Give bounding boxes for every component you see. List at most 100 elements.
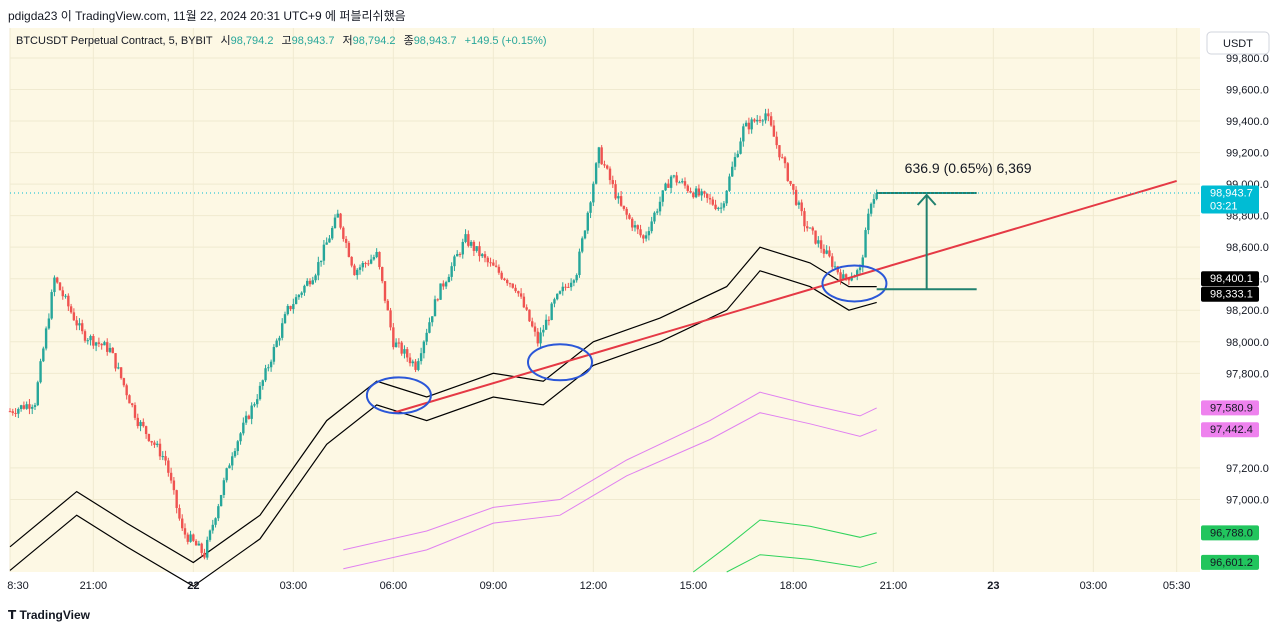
candle-body xyxy=(556,293,559,300)
candle-body xyxy=(572,280,576,283)
candle-body xyxy=(128,395,131,404)
candle-body xyxy=(28,404,31,409)
candle-body xyxy=(439,283,442,300)
candle-body xyxy=(203,552,206,558)
candle-body xyxy=(550,303,553,320)
band-violet-upper xyxy=(343,391,877,551)
candle-body xyxy=(633,225,637,228)
candle-body xyxy=(431,316,434,323)
candle-body xyxy=(447,276,451,283)
candle-body xyxy=(111,347,114,354)
candle-body xyxy=(664,183,667,191)
candle-body xyxy=(875,192,878,200)
candle-body xyxy=(122,378,126,386)
time-axis[interactable]: 8:30 21:00 22 03:00 06:00 09:00 12:00 15:00 18:0… xyxy=(7,580,1190,592)
candle-body xyxy=(294,297,298,305)
candle-body xyxy=(858,267,862,271)
plot-area[interactable] xyxy=(10,28,1200,572)
candle-body xyxy=(367,263,370,265)
price-tag-label: 98,333.1 xyxy=(1210,289,1253,301)
candle-body xyxy=(631,218,634,228)
candle-body xyxy=(844,274,848,278)
candle-body xyxy=(200,543,203,553)
candle-body xyxy=(239,433,242,442)
candle-body xyxy=(456,254,459,257)
candle-body xyxy=(722,203,726,208)
candle-body xyxy=(847,277,851,281)
candle-body xyxy=(856,270,859,276)
candle-body xyxy=(831,256,834,267)
candle-body xyxy=(211,524,214,531)
candle-body xyxy=(353,265,356,276)
candle-body xyxy=(769,116,773,126)
candle-body xyxy=(719,207,723,209)
candle-body xyxy=(539,332,542,344)
candle-body xyxy=(42,348,45,362)
candle-body xyxy=(869,203,873,214)
envelope-bands xyxy=(9,246,877,587)
candle-body xyxy=(136,417,139,427)
candle-body xyxy=(406,349,409,358)
candle-body xyxy=(750,119,753,130)
candle-body xyxy=(392,327,395,348)
candle-body xyxy=(739,141,742,154)
price-tag-bg xyxy=(1201,422,1259,438)
candle-body xyxy=(644,235,648,239)
candle-body xyxy=(861,257,864,268)
candle-body xyxy=(503,278,506,280)
y-tick-label: 98,600.0 xyxy=(1226,242,1269,254)
candle-body xyxy=(614,184,617,199)
candle-body xyxy=(103,342,106,346)
candle-body xyxy=(636,225,639,230)
candle-body xyxy=(58,282,62,291)
candle-body xyxy=(472,241,476,251)
brand-label: TradingView xyxy=(19,608,90,622)
candle-body xyxy=(8,411,12,413)
measure-arrow-head xyxy=(916,193,937,206)
candle-body xyxy=(156,443,159,445)
candle-body xyxy=(358,267,362,270)
candle-body xyxy=(253,404,256,406)
candle-body xyxy=(764,113,767,121)
candle-body xyxy=(169,472,173,481)
candle-body xyxy=(519,293,523,297)
x-tick-label: 09:00 xyxy=(480,580,508,592)
chart[interactable]: 636.9 (0.65%) 6,369 BTCUSDT Perpetual Co… xyxy=(0,28,1280,600)
candle-body xyxy=(450,266,453,277)
candle-body xyxy=(653,212,656,222)
candle-body xyxy=(667,183,670,188)
candle-body xyxy=(433,299,437,317)
candle-body xyxy=(497,266,501,273)
price-tag: 96,601.2 xyxy=(1201,554,1259,570)
candle-body xyxy=(78,323,81,326)
candle-body xyxy=(167,460,170,473)
x-tick-label: 22 xyxy=(187,580,199,592)
candle-body xyxy=(589,202,592,213)
candle-body xyxy=(578,251,581,276)
candle-body xyxy=(825,250,828,254)
candle-body xyxy=(442,283,445,287)
candle-body xyxy=(389,310,392,328)
candle-body xyxy=(275,340,278,347)
candle-body xyxy=(828,250,831,257)
y-tick-label: 98,800.0 xyxy=(1226,211,1269,223)
measure-label: 636.9 (0.65%) 6,369 xyxy=(905,160,1032,176)
candle-body xyxy=(139,421,142,427)
candle-body xyxy=(56,277,59,283)
candle-body xyxy=(611,180,614,185)
author-line: pdigda23 이 TradingView.com, 11월 22, 2024… xyxy=(8,9,406,23)
candle-body xyxy=(697,188,701,196)
candle-body xyxy=(164,456,167,461)
candle-body xyxy=(319,260,323,263)
candle-body xyxy=(481,254,484,257)
x-tick-label: 03:00 xyxy=(1080,580,1108,592)
candle-body xyxy=(394,342,398,348)
currency-button[interactable] xyxy=(1206,31,1270,55)
candle-body xyxy=(775,136,778,146)
price-tag: 98,400.1 xyxy=(1201,271,1259,287)
candle-body xyxy=(786,163,789,181)
highlight-circle xyxy=(527,343,593,382)
publish-header: pdigda23 이 TradingView.com, 11월 22, 2024… xyxy=(0,0,1280,28)
candle-body xyxy=(606,165,609,169)
candle-body xyxy=(581,238,584,252)
